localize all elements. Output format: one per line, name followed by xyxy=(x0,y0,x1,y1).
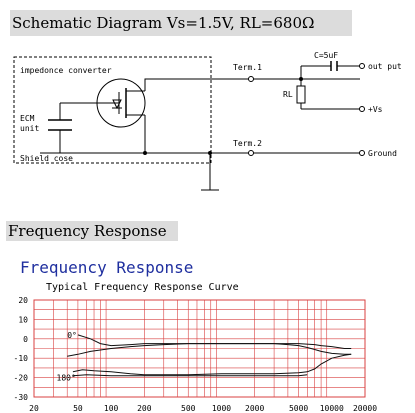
x-tick-label: 20000 xyxy=(353,404,377,413)
x-tick-label: 500 xyxy=(181,404,196,413)
chart-title: Frequency Response xyxy=(20,258,194,277)
ecm-capacitor-icon xyxy=(48,119,72,131)
phase-annotation: 180° xyxy=(57,374,76,383)
y-tick-label: -10 xyxy=(14,354,29,363)
response-curve-4 xyxy=(72,374,308,377)
output-label: out put xyxy=(368,62,402,71)
coupling-capacitor-icon xyxy=(330,61,338,71)
shield-case-box xyxy=(13,56,212,164)
frequency-section-title: Frequency Response xyxy=(6,221,178,241)
phase-annotation: 0° xyxy=(67,331,77,340)
capacitor-label: C=5uF xyxy=(314,51,338,60)
y-tick-label: -20 xyxy=(14,374,29,383)
terminal-circles xyxy=(248,63,365,156)
ecm-label: ECM xyxy=(20,114,35,123)
x-tick-label: 100 xyxy=(104,404,119,413)
x-tick-label: 20 xyxy=(29,404,39,413)
fet-transistor-icon xyxy=(96,78,146,128)
term1-label: Term.1 xyxy=(233,63,262,72)
y-tick-label: -30 xyxy=(14,393,29,402)
resistor-label: RL xyxy=(283,90,293,99)
term2-label: Term.2 xyxy=(233,139,262,148)
x-tick-label: 5000 xyxy=(289,404,308,413)
junction-dots xyxy=(143,77,303,155)
x-tick-label: 10000 xyxy=(320,404,344,413)
unit-label: unit xyxy=(20,124,39,133)
response-curve-2 xyxy=(77,334,352,355)
x-tick-label: 200 xyxy=(137,404,152,413)
y-tick-label: 0 xyxy=(23,335,28,344)
response-curve-3 xyxy=(72,353,352,376)
y-tick-label: 20 xyxy=(18,296,28,305)
x-tick-label: 50 xyxy=(73,404,83,413)
x-tick-label: 2000 xyxy=(245,404,264,413)
x-tick-label: 1000 xyxy=(212,404,231,413)
impedance-converter-label: impedonce converter xyxy=(20,66,112,75)
circuit-wires xyxy=(40,65,360,191)
schematic-title: Schematic Diagram Vs=1.5V, RL=680Ω xyxy=(10,10,352,36)
plot-frame xyxy=(33,299,366,398)
load-resistor-icon xyxy=(296,85,306,104)
ground-label: Ground xyxy=(368,149,397,158)
shield-case-label: Shield cose xyxy=(20,154,73,163)
vs-label: +Vs xyxy=(368,105,383,114)
y-tick-label: 10 xyxy=(18,315,28,324)
chart-subtitle: Typical Frequency Response Curve xyxy=(46,282,239,293)
